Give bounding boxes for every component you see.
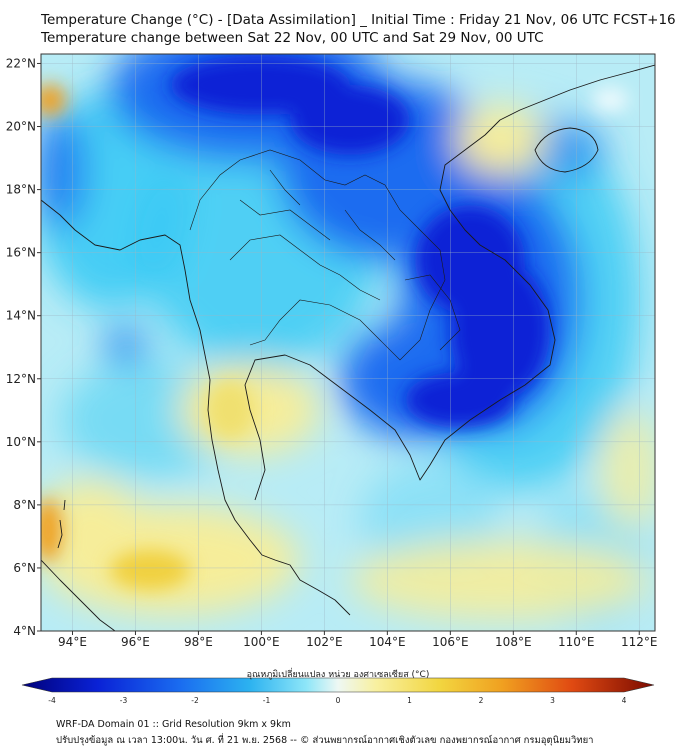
graticule bbox=[41, 54, 655, 632]
lon-tick-label: 112°E bbox=[621, 635, 658, 649]
map-field bbox=[41, 54, 655, 631]
colorbar-tick-label: -1 bbox=[263, 696, 271, 705]
lat-tick-label: 4°N bbox=[13, 624, 36, 638]
lat-tick-label: 6°N bbox=[13, 561, 36, 575]
lon-tick-label: 106°E bbox=[432, 635, 469, 649]
country-borders bbox=[189, 149, 461, 361]
lat-tick-label: 22°N bbox=[6, 56, 36, 70]
lon-tick-label: 102°E bbox=[306, 635, 343, 649]
colorbar-strip bbox=[21, 677, 655, 693]
footer-credit: ปรับปรุงข้อมูล ณ เวลา 13:00น. วัน ศ. ที่… bbox=[56, 735, 594, 746]
sumatra-coastline bbox=[41, 559, 116, 631]
colorbar-title: อุณหภูมิเปลี่ยนแปลง หน่วย องศาเซลเซียส (… bbox=[246, 670, 430, 680]
lon-tick-label: 94°E bbox=[58, 635, 87, 649]
lat-tick-label: 16°N bbox=[6, 246, 36, 260]
colorbar-tick-label: 3 bbox=[550, 696, 555, 705]
map-frame bbox=[40, 53, 656, 632]
lon-tick-label: 100°E bbox=[243, 635, 280, 649]
latitude-tick-labels: 22°N 20°N 18°N 16°N 14°N 12°N 10°N 8°N 6°N 4°N bbox=[6, 56, 41, 638]
coastlines bbox=[41, 64, 655, 631]
mainland-coastline bbox=[41, 199, 351, 616]
lat-tick-label: 14°N bbox=[6, 309, 36, 323]
footer-model-info: WRF-DA Domain 01 :: Grid Resolution 9km … bbox=[56, 719, 291, 730]
lon-tick-label: 104°E bbox=[369, 635, 406, 649]
colorbar-tick-label: 0 bbox=[336, 696, 341, 705]
map-subtitle: Temperature change between Sat 22 Nov, 0… bbox=[41, 30, 544, 46]
lon-tick-label: 98°E bbox=[184, 635, 213, 649]
map-title: Temperature Change (°C) - [Data Assimila… bbox=[41, 12, 676, 28]
lat-tick-label: 12°N bbox=[6, 372, 36, 386]
colorbar-tick-label: 2 bbox=[479, 696, 484, 705]
colorbar-tick-label: -2 bbox=[191, 696, 199, 705]
lat-tick-label: 8°N bbox=[13, 498, 36, 512]
hainan-coastline bbox=[534, 127, 599, 173]
gulf-coastline bbox=[244, 64, 655, 501]
lon-tick-label: 96°E bbox=[121, 635, 150, 649]
colorbar-tick-label: -4 bbox=[48, 696, 56, 705]
lat-tick-label: 20°N bbox=[6, 120, 36, 134]
colorbar-tick-label: 4 bbox=[622, 696, 627, 705]
colorbar-tick-label: 1 bbox=[407, 696, 412, 705]
lat-tick-label: 10°N bbox=[6, 435, 36, 449]
colorbar: -4 -3 -2 -1 0 1 2 3 4 bbox=[21, 677, 655, 705]
lon-tick-label: 110°E bbox=[558, 635, 595, 649]
colorbar-tick-label: -3 bbox=[120, 696, 128, 705]
longitude-tick-labels: 94°E 96°E 98°E 100°E 102°E 104°E 106°E 108°E 110… bbox=[58, 631, 658, 649]
andaman-islands bbox=[57, 499, 66, 549]
lat-tick-label: 18°N bbox=[6, 183, 36, 197]
lon-tick-label: 108°E bbox=[495, 635, 532, 649]
